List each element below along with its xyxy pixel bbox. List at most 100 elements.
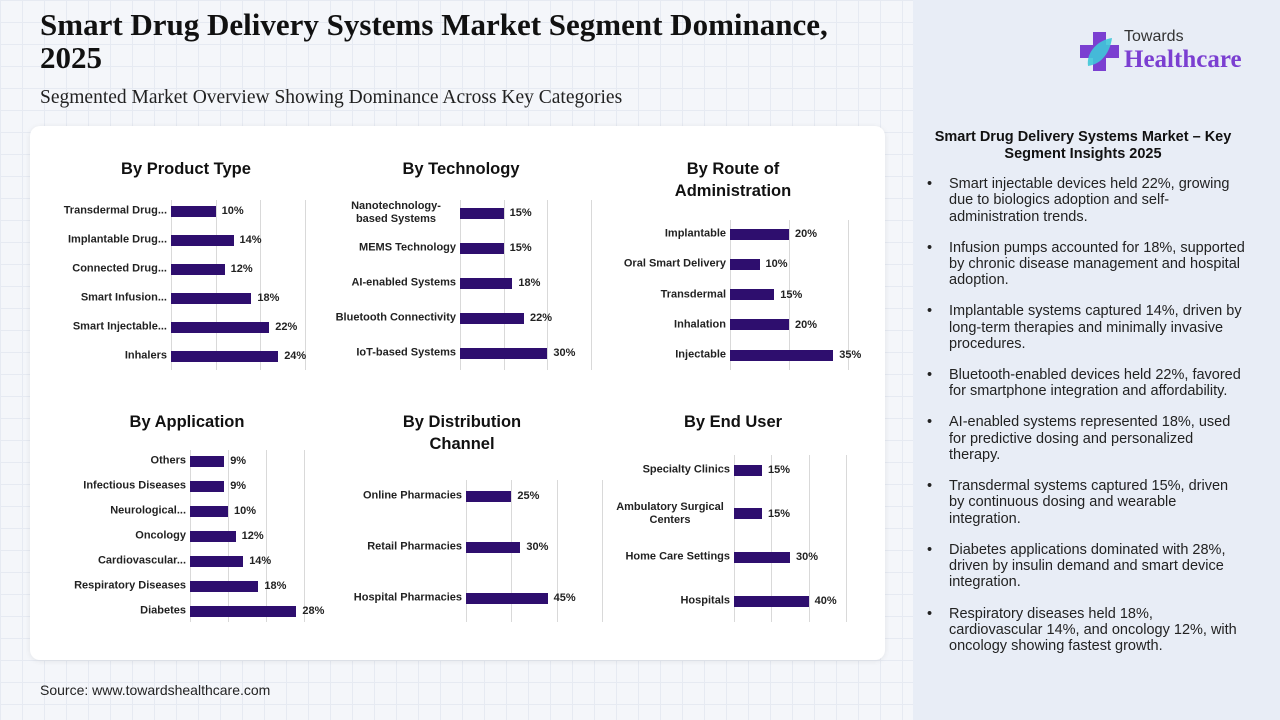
bar [190,580,259,592]
insight-item: Respiratory diseases held 18%, cardiovas… [925,606,1245,655]
insight-item: AI-enabled systems represented 18%, used… [925,414,1245,463]
gridline [602,480,603,622]
category-label: IoT-based Systems [356,346,456,359]
source-note: Source: www.towardshealthcare.com [40,682,271,698]
bar [190,505,228,517]
insights-list: Smart injectable devices held 22%, growi… [925,176,1245,669]
value-label: 30% [796,551,819,564]
bar [190,555,244,567]
value-label: 10% [221,205,244,217]
value-label: 14% [249,555,272,567]
value-label: 25% [517,490,540,502]
value-label: 15% [768,464,791,476]
value-label: 20% [795,318,818,331]
category-label: Inhalers [124,349,167,362]
insight-item: Implantable systems captured 14%, driven… [925,303,1245,352]
bar [190,530,236,542]
chart-title: By Technology [402,160,520,178]
category-label: Retail Pharmacies [367,540,462,553]
bar [190,455,225,467]
value-label: 14% [239,234,262,246]
bar [734,551,790,563]
chart-title: By Distribution Channel [402,413,522,453]
value-label: 18% [264,580,287,592]
category-label: Infectious Diseases [83,479,186,492]
bar [171,350,279,362]
bar [190,480,225,492]
value-label: 12% [241,530,264,542]
category-label: Connected Drug... [72,262,167,275]
bar [460,207,504,219]
bar [171,321,270,333]
bar [730,258,760,270]
logo-text-healthcare: Healthcare [1124,46,1242,73]
chart-title: By Product Type [121,160,251,178]
category-label: Neurological... [110,504,186,517]
category-label: Inhalation [674,318,726,331]
value-label: 40% [814,595,837,608]
bar [460,347,548,359]
gridline [260,200,262,370]
category-label: Transdermal [660,288,726,301]
value-label: 45% [553,592,576,604]
bar [730,319,789,331]
bar [734,595,809,607]
value-label: 24% [284,350,307,362]
insight-item: Bluetooth-enabled devices held 22%, favo… [925,367,1245,400]
insight-item: Smart injectable devices held 22%, growi… [925,176,1245,225]
value-label: 30% [553,347,576,359]
gridline [789,220,790,370]
bar [466,541,521,553]
value-label: 9% [230,480,247,492]
gridline [171,200,172,370]
value-label: 15% [509,207,532,219]
value-label: 30% [526,541,549,553]
gridline [305,200,306,370]
category-label: Online Pharmacies [362,489,462,502]
category-label: Nanotechnology-based Systems [351,200,441,225]
gridline [304,450,305,622]
value-label: 18% [257,292,280,304]
value-label: 22% [275,321,298,333]
bar [734,508,762,520]
category-label: Hospitals [680,594,730,607]
category-label: MEMS Technology [359,241,456,254]
bar [171,205,216,217]
gridline [556,480,558,622]
page-title: Smart Drug Delivery Systems Market Segme… [40,7,828,75]
gridline [771,455,773,622]
value-label: 18% [518,277,541,289]
bar [460,312,525,324]
gridline [808,455,810,622]
bar [171,263,225,275]
category-label: Smart Injectable... [72,320,167,333]
chart-title: By Route of Administration [674,160,792,200]
logo: Towards Healthcare [1080,28,1270,78]
insights-sidebar [913,0,1280,720]
category-label: Implantable Drug... [67,233,167,246]
category-label: Oncology [135,529,186,542]
bar [730,289,775,301]
value-label: 10% [765,258,788,271]
gridline [215,200,217,370]
gridline [848,220,849,370]
value-label: 35% [839,349,862,362]
gridline [591,200,592,370]
sidebar-title: Smart Drug Delivery Systems Market – Key… [934,129,1232,162]
category-label: Respiratory Diseases [74,579,186,592]
category-label: Home Care Settings [625,550,730,563]
value-label: 28% [302,605,325,617]
bar [171,292,252,304]
medical-cross-icon [1080,32,1119,71]
value-label: 15% [780,288,803,301]
value-label: 10% [234,505,257,517]
value-label: 20% [795,228,818,240]
chart-title: By End User [683,413,783,431]
bar [460,242,504,254]
logo-text-towards: Towards [1124,28,1184,45]
category-label: Implantable [664,227,726,240]
value-label: 9% [230,455,247,467]
bar [171,234,234,246]
gridline [846,455,847,622]
category-label: Bluetooth Connectivity [335,311,456,324]
